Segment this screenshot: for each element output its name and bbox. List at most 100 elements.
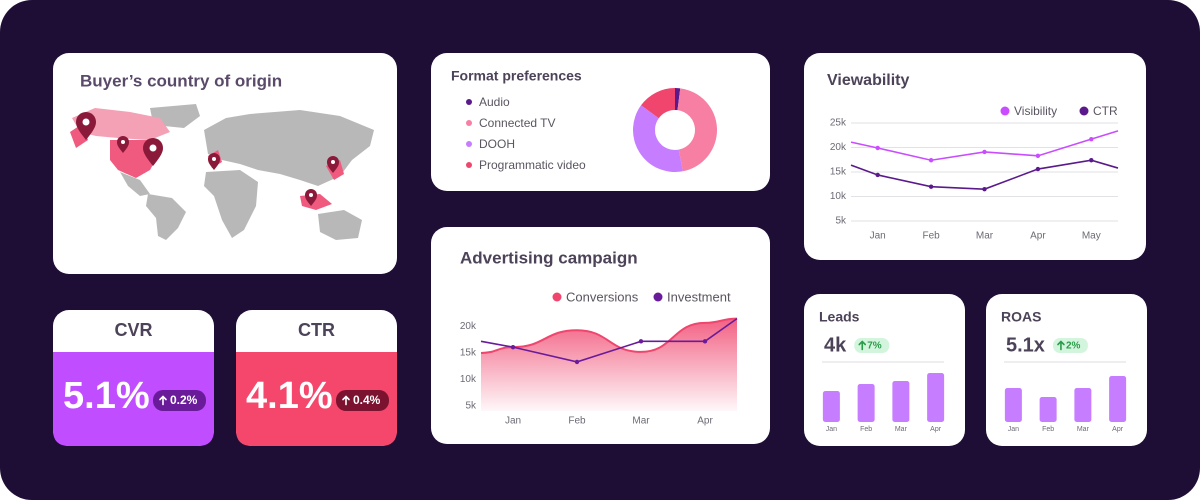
pie-slice — [677, 88, 718, 172]
pie-slice — [675, 88, 681, 111]
legend-swatch — [1000, 106, 1010, 116]
south-america — [146, 194, 186, 240]
x-tick-label: Apr — [697, 416, 713, 427]
x-tick-label: Apr — [930, 426, 942, 433]
central-america — [120, 172, 150, 196]
x-tick-label: Feb — [1042, 426, 1054, 433]
x-tick-label: Jan — [1008, 426, 1019, 433]
x-tick-label: Feb — [860, 426, 872, 433]
map-card — [53, 53, 397, 274]
kpi-change: 0.4% — [353, 393, 381, 407]
chart-title: Advertising campaign — [460, 248, 638, 267]
world-map — [70, 104, 374, 240]
pin-dot — [82, 118, 90, 126]
y-tick-label: 5k — [835, 216, 847, 227]
kpi-badge — [153, 390, 206, 411]
pin — [143, 138, 163, 166]
pins — [76, 112, 339, 206]
legend-swatch — [552, 292, 562, 302]
y-tick-label: 10k — [460, 374, 477, 385]
line — [480, 317, 738, 363]
legend-label: Connected TV — [479, 116, 556, 130]
africa — [204, 170, 258, 238]
legend-label: Conversions — [566, 289, 639, 304]
pin — [76, 112, 96, 140]
x-tick-label: Jan — [826, 426, 837, 433]
y-tick-label: 25k — [830, 118, 847, 129]
point — [1089, 136, 1094, 142]
kpi-change: 0.2% — [170, 393, 198, 407]
x-tick-label: Jan — [870, 231, 886, 242]
kpi-badge — [336, 390, 389, 411]
bar — [1004, 388, 1022, 422]
bar — [857, 384, 875, 422]
pin-dot — [212, 157, 216, 161]
bar — [822, 391, 840, 422]
x-tick-label: Feb — [568, 416, 586, 427]
legend-swatch — [653, 292, 663, 302]
point — [1035, 166, 1041, 172]
legend-swatch — [466, 99, 472, 105]
point — [638, 339, 644, 344]
chart-title: ROAS — [1001, 309, 1041, 325]
y-tick-label: 20k — [830, 142, 847, 153]
point — [875, 172, 880, 178]
change-label: 7% — [867, 341, 882, 352]
x-tick-label: Mar — [632, 416, 650, 427]
pin-dot — [149, 144, 157, 152]
x-tick-label: Jan — [505, 416, 521, 427]
legend-label: Investment — [667, 289, 731, 304]
card — [986, 294, 1147, 446]
bar — [892, 381, 910, 422]
legend-label: Audio — [479, 95, 510, 109]
pin — [208, 153, 220, 170]
x-tick-label: Apr — [1030, 231, 1046, 242]
kpi-value: 4.1% — [246, 375, 333, 417]
kpi-panel — [53, 352, 214, 446]
pin — [327, 156, 339, 173]
point — [982, 149, 987, 155]
arrow-icon — [342, 395, 350, 406]
pin-dot — [331, 160, 335, 164]
card — [804, 53, 1146, 260]
x-tick-label: May — [1082, 231, 1101, 242]
australia — [318, 210, 362, 240]
kpi-label: CTR — [298, 320, 335, 340]
point — [510, 344, 516, 350]
x-tick-label: Mar — [895, 426, 908, 433]
arrow-icon — [159, 395, 167, 406]
point — [982, 186, 987, 192]
kpi-value: 5.1% — [63, 375, 150, 417]
x-tick-label: Mar — [1077, 426, 1090, 433]
pin — [305, 189, 317, 206]
legend-label: DOOH — [479, 137, 515, 151]
pin-dots — [82, 118, 335, 197]
legend-label: CTR — [1093, 104, 1118, 118]
pie-slice — [632, 105, 683, 173]
x-tick-label: Apr — [1112, 426, 1124, 433]
pin-dot — [309, 193, 313, 197]
x-tick-label: Mar — [976, 231, 994, 242]
point — [1035, 153, 1041, 159]
card — [804, 294, 965, 446]
pin — [117, 136, 129, 153]
legend-swatch — [466, 141, 472, 147]
legend-label: Visibility — [1014, 104, 1057, 118]
point — [574, 359, 580, 365]
legend-swatch — [466, 162, 472, 168]
bar — [1109, 376, 1127, 422]
point — [928, 158, 934, 163]
kpi-value: 5.1x — [1006, 334, 1045, 356]
point — [928, 184, 934, 189]
chart-title: Viewability — [827, 72, 910, 89]
legend-swatch — [1079, 106, 1089, 116]
change-label: 2% — [1066, 341, 1081, 352]
bar — [1039, 397, 1057, 422]
kpi-label: CVR — [114, 320, 152, 340]
x-tick-label: Feb — [922, 231, 940, 242]
point — [875, 145, 880, 151]
chart-title: Format preferences — [451, 68, 582, 84]
arrow-icon — [858, 340, 867, 351]
